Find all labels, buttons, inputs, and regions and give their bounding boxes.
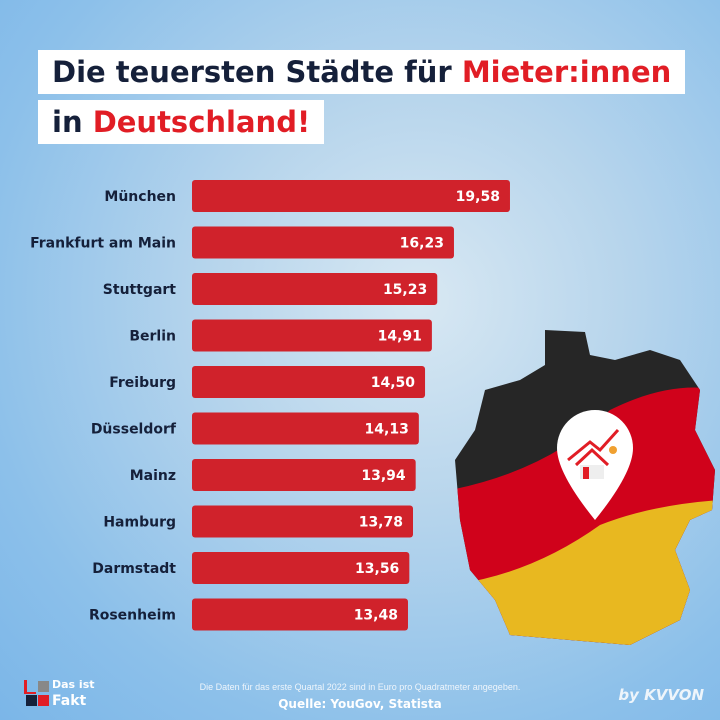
category-label: Mainz — [130, 468, 176, 484]
das-ist-fakt-logo: Das ist Fakt — [24, 678, 104, 712]
location-pin-icon — [557, 410, 633, 520]
bar-4 — [192, 366, 426, 398]
logo-text: Fakt — [52, 693, 87, 709]
value-label: 14,50 — [371, 375, 416, 391]
bar-7 — [192, 505, 414, 538]
title-highlight: Mieter:innen — [461, 55, 672, 89]
title-highlight: Deutschland! — [92, 105, 311, 139]
bar-5 — [192, 412, 419, 445]
title-line-2: in Deutschland! — [38, 100, 325, 144]
footer-note: Die Daten für das erste Quartal 2022 sin… — [199, 682, 521, 692]
value-label: 13,78 — [359, 515, 403, 531]
title-text: Die teuersten Städte für — [52, 55, 462, 89]
bar-1 — [192, 226, 454, 259]
title-line-1: Die teuersten Städte für Mieter:innen — [38, 50, 686, 94]
category-label: Düsseldorf — [91, 422, 177, 438]
title-text: in — [52, 105, 93, 139]
kvvon-logo: by KVVON — [618, 686, 704, 704]
value-label: 13,56 — [355, 561, 399, 577]
bar-8 — [192, 552, 410, 584]
category-label: Hamburg — [103, 515, 176, 531]
value-label: 14,13 — [365, 422, 409, 438]
category-label: Frankfurt am Main — [30, 236, 176, 252]
value-label: 19,58 — [456, 189, 500, 205]
value-label: 16,23 — [400, 236, 444, 252]
value-label: 14,91 — [378, 329, 422, 345]
category-label: Darmstadt — [92, 561, 176, 577]
category-label: München — [104, 189, 176, 205]
category-label: Berlin — [129, 329, 176, 345]
bar-0 — [192, 180, 510, 212]
value-label: 15,23 — [383, 282, 427, 298]
value-label: 13,94 — [361, 468, 406, 484]
value-label: 13,48 — [354, 608, 398, 624]
bar-6 — [192, 459, 416, 491]
bar-3 — [192, 319, 432, 352]
bar-2 — [192, 273, 438, 305]
bar-9 — [192, 598, 408, 631]
category-label: Rosenheim — [89, 608, 176, 624]
category-label: Stuttgart — [103, 282, 177, 298]
category-label: Freiburg — [109, 375, 176, 391]
germany-flag-map — [455, 330, 715, 645]
footer-source: Quelle: YouGov, Statista — [278, 697, 442, 711]
logo-text: Das ist — [52, 678, 95, 691]
